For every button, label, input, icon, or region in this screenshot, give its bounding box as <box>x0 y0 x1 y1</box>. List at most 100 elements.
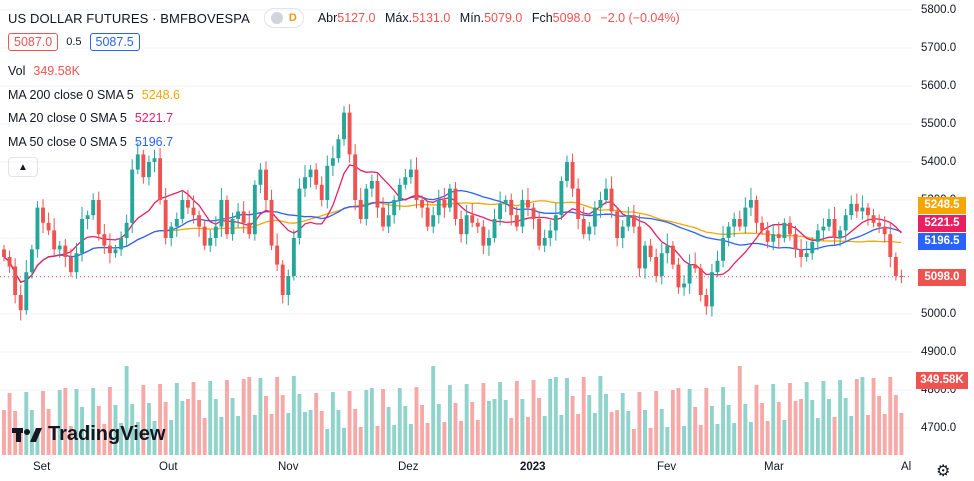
interval-pill[interactable]: D <box>263 8 304 28</box>
volume-bar <box>63 388 68 455</box>
volume-bar <box>152 421 157 455</box>
candle-body <box>85 215 90 219</box>
candle-body <box>141 154 146 178</box>
volume-bar <box>698 425 703 455</box>
sell-button[interactable]: 5087.0 <box>8 33 59 51</box>
volume-bar <box>871 378 876 455</box>
volume-bar <box>854 379 859 455</box>
candle-body <box>843 215 848 231</box>
candle-body <box>369 181 374 189</box>
volume-bar <box>704 388 709 455</box>
candle-body <box>620 226 625 238</box>
volume-bar <box>303 412 307 455</box>
ma20-legend[interactable]: MA 20 close 0 SMA 5 5221.7 <box>8 111 173 125</box>
ma50-legend[interactable]: MA 50 close 0 SMA 5 5196.7 <box>8 135 173 149</box>
volume-bar <box>782 420 787 455</box>
candle-body <box>787 222 792 235</box>
candle-body <box>124 222 129 238</box>
volume-bar <box>838 380 843 455</box>
volume-bar <box>41 391 45 455</box>
volume-bar <box>760 403 765 455</box>
volume-bar <box>793 401 798 455</box>
volume-bar <box>113 405 118 455</box>
volume-tag: 349.58K <box>916 372 968 389</box>
volume-bar <box>230 398 235 455</box>
volume-bar <box>297 394 302 455</box>
candle-body <box>693 264 698 269</box>
volume-bar <box>670 390 675 455</box>
volume-bar <box>325 429 330 455</box>
candle-body <box>24 272 29 311</box>
price-axis-label: 5000.0 <box>921 308 957 320</box>
volume-legend[interactable]: Vol 349.58K <box>8 64 80 78</box>
volume-bar <box>709 406 714 455</box>
candle-body <box>509 200 514 216</box>
candle-body <box>559 181 564 216</box>
volume-bar <box>414 387 419 455</box>
buy-button[interactable]: 5087.5 <box>89 33 140 51</box>
volume-bar <box>481 383 486 455</box>
candle-body <box>481 226 486 246</box>
volume-bar <box>236 416 241 455</box>
volume-bar <box>68 426 73 455</box>
volume-bar <box>269 414 274 455</box>
candle-body <box>838 230 843 238</box>
volume-bar <box>130 404 135 455</box>
volume-bar <box>637 392 642 455</box>
candle-body <box>637 226 642 269</box>
candle-body <box>888 234 893 257</box>
settings-gear-icon[interactable]: ⚙ <box>936 463 951 480</box>
collapse-legend-button[interactable]: ▲ <box>8 157 38 177</box>
open-value: 5127.0 <box>337 11 376 25</box>
candle-body <box>264 169 268 200</box>
candle-body <box>654 257 659 276</box>
volume-bar <box>314 393 319 455</box>
candle-body <box>687 264 692 284</box>
candle-body <box>821 226 826 231</box>
price-axis-label: 5800.0 <box>921 4 957 16</box>
candle-body <box>163 200 168 238</box>
low-value: 5079.0 <box>484 11 523 25</box>
symbol-title[interactable]: US DOLLAR FUTURES · BMFBOVESPA <box>8 10 250 26</box>
candle-body <box>13 266 18 295</box>
candle-body <box>771 234 776 242</box>
ma50-price-tag: 5196.5 <box>918 233 966 250</box>
candle-body <box>531 207 536 219</box>
candle-body <box>726 226 731 238</box>
volume-bar <box>520 399 525 455</box>
volume-bar <box>726 405 731 455</box>
candle-body <box>247 222 252 235</box>
ma20-value: 5221.7 <box>134 111 174 125</box>
volume-bar <box>470 402 475 455</box>
volume-bar <box>849 416 854 455</box>
volume-bar <box>843 398 848 455</box>
candle-body <box>202 226 207 246</box>
time-axis-label: Dez <box>398 461 419 473</box>
volume-bar <box>347 391 352 455</box>
candle-body <box>827 219 831 227</box>
volume-bar <box>815 418 820 455</box>
candle-body <box>18 295 23 311</box>
candle-body <box>743 207 748 227</box>
volume-bar <box>124 366 129 455</box>
volume-bar <box>748 422 753 455</box>
candle-body <box>893 257 898 276</box>
candle-body <box>174 219 179 227</box>
candle-body <box>604 188 608 200</box>
volume-bar <box>107 387 112 455</box>
volume-bar <box>369 388 374 455</box>
candle-body <box>715 260 720 273</box>
volume-bar <box>771 384 776 455</box>
volume-bar <box>537 398 542 455</box>
volume-bar <box>219 417 224 455</box>
volume-bar <box>832 417 837 455</box>
candle-body <box>35 207 40 250</box>
ma200-legend[interactable]: MA 200 close 0 SMA 5 5248.6 <box>8 88 180 102</box>
visibility-icon[interactable] <box>270 12 283 24</box>
candle-body <box>425 207 430 227</box>
candle-body <box>565 162 569 181</box>
last-price-tag: 5098.0 <box>918 269 966 286</box>
volume-bar <box>319 411 324 455</box>
volume-bar <box>492 399 497 455</box>
